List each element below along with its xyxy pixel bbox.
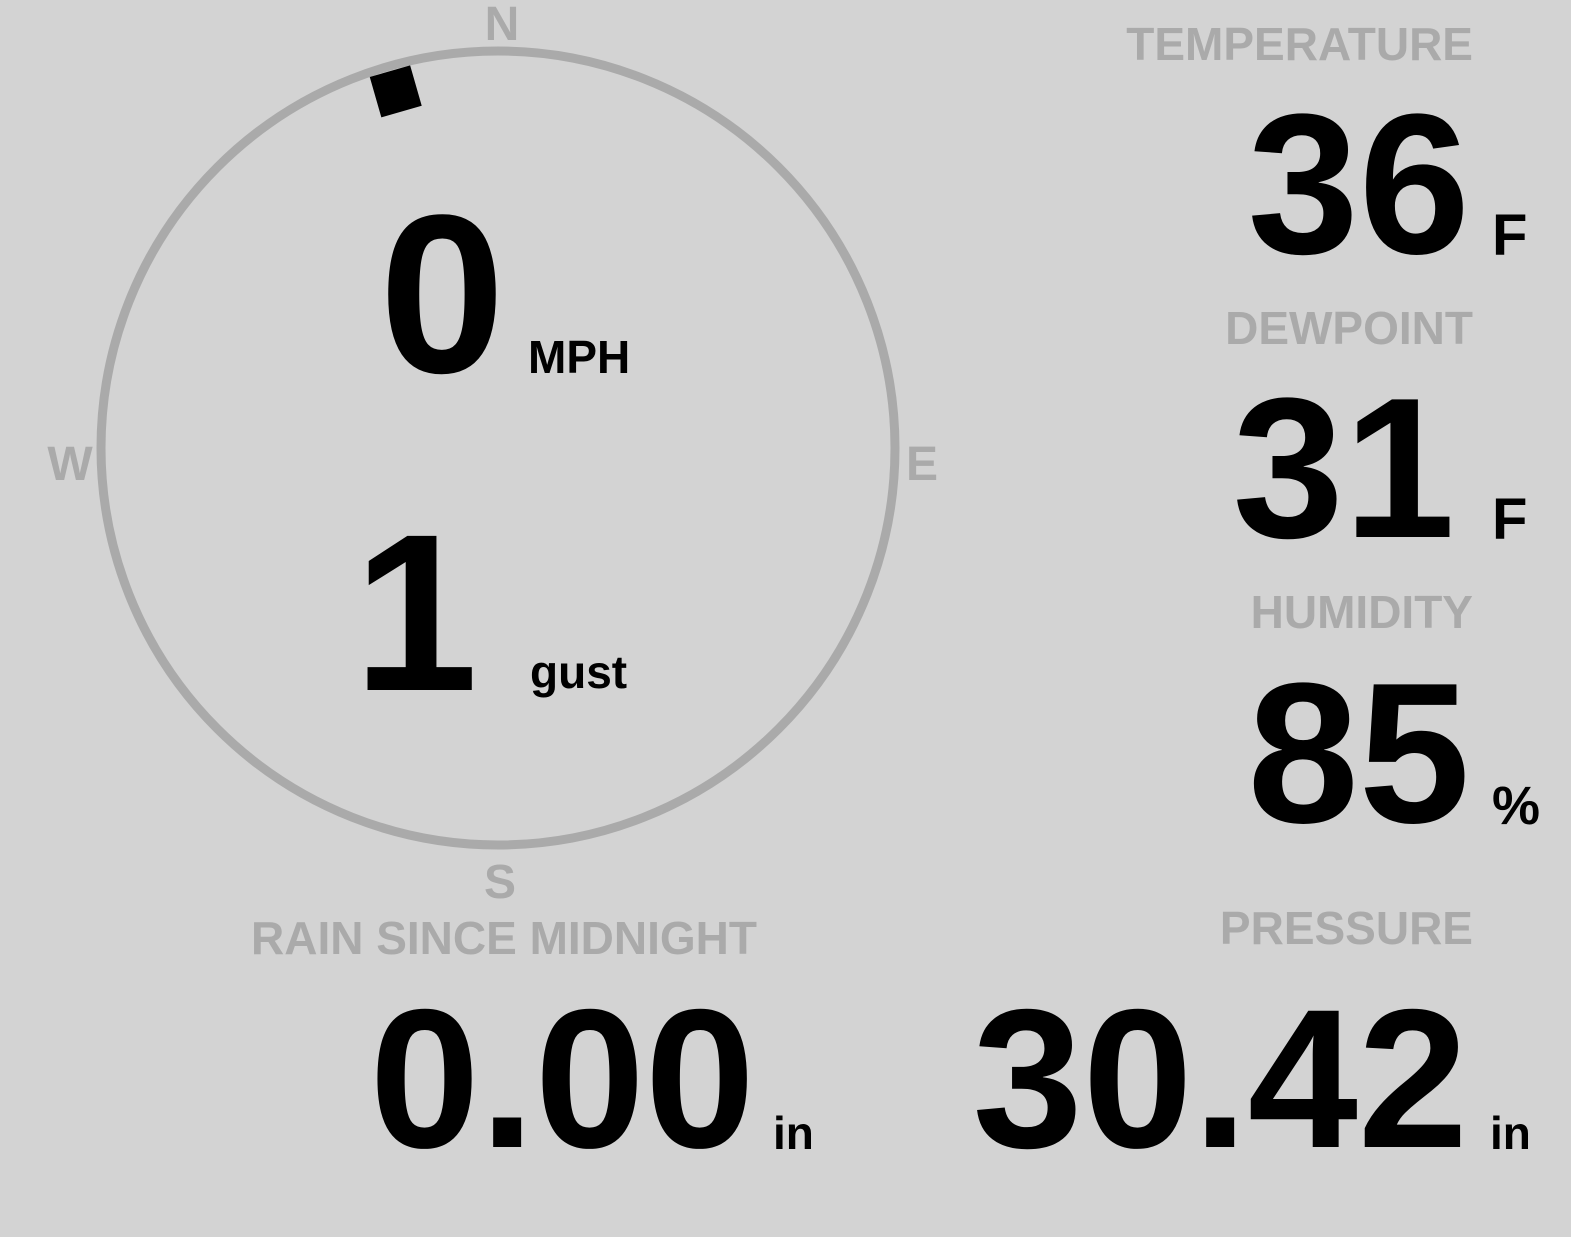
temperature-panel: TEMPERATURE 36 F <box>1126 18 1527 296</box>
pressure-label: PRESSURE <box>1220 902 1473 954</box>
pressure-panel: PRESSURE 30.42 in <box>973 902 1531 1189</box>
compass-west: W <box>47 438 93 491</box>
wind-gust-value: 1 <box>353 488 478 738</box>
rain-value: 0.00 <box>370 968 755 1189</box>
humidity-unit: % <box>1492 776 1540 836</box>
humidity-value: 85 <box>1248 642 1470 865</box>
compass-east: E <box>906 438 938 491</box>
rain-label: RAIN SINCE MIDNIGHT <box>251 912 757 964</box>
humidity-panel: HUMIDITY 85 % <box>1248 586 1540 865</box>
wind-gust-unit: gust <box>530 646 627 698</box>
temperature-unit: F <box>1492 203 1527 268</box>
dewpoint-value: 31 <box>1233 357 1455 580</box>
rain-unit: in <box>773 1107 814 1159</box>
temperature-label: TEMPERATURE <box>1126 18 1473 70</box>
compass-north: N <box>485 0 520 51</box>
pressure-value: 30.42 <box>973 968 1468 1189</box>
wind-compass: N E S W 0 MPH 1 gust <box>47 0 938 909</box>
temperature-value: 36 <box>1248 73 1470 296</box>
dewpoint-unit: F <box>1492 487 1527 552</box>
wind-speed-unit: MPH <box>528 331 630 383</box>
pressure-unit: in <box>1490 1107 1531 1159</box>
dewpoint-label: DEWPOINT <box>1225 302 1473 354</box>
dewpoint-panel: DEWPOINT 31 F <box>1225 302 1527 580</box>
wind-speed-value: 0 <box>379 167 505 420</box>
compass-ring <box>96 46 900 850</box>
rain-panel: RAIN SINCE MIDNIGHT 0.00 in <box>251 912 814 1189</box>
compass-south: S <box>484 856 516 909</box>
wind-direction-marker <box>369 65 422 118</box>
humidity-label: HUMIDITY <box>1251 586 1473 638</box>
